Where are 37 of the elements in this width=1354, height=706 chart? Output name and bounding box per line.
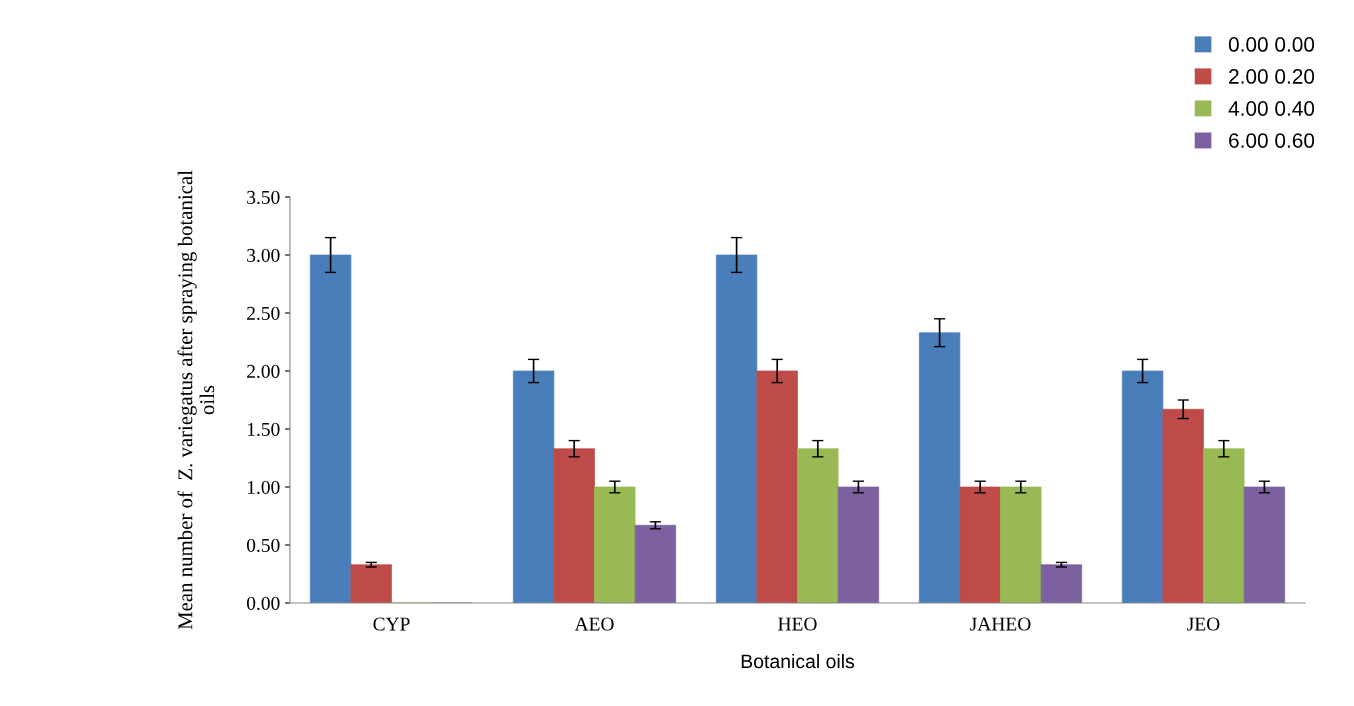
bar xyxy=(1243,486,1286,603)
x-tick-label: HEO xyxy=(778,617,817,631)
y-tick-label: 1.00 xyxy=(247,480,280,495)
y-tick-label: 3.00 xyxy=(247,248,280,263)
legend-label: 4.00 0.40 xyxy=(1228,101,1315,116)
bar xyxy=(309,254,352,603)
y-tick-label: 2.00 xyxy=(247,364,280,379)
bar xyxy=(1203,448,1245,603)
bar xyxy=(756,370,798,603)
bar xyxy=(959,486,1001,603)
y-tick-label: 0.50 xyxy=(246,538,280,553)
bar xyxy=(1121,370,1164,603)
bar xyxy=(350,564,392,603)
x-tick-label: JEO xyxy=(1187,617,1220,631)
bar xyxy=(715,254,758,603)
x-tick-label: AEO xyxy=(574,617,614,631)
bar xyxy=(837,486,880,603)
bar xyxy=(797,448,839,603)
bar xyxy=(1040,564,1083,603)
bar xyxy=(1162,408,1204,603)
y-tick-label: 2.50 xyxy=(247,306,280,321)
bar xyxy=(553,448,595,603)
legend-label: 6.00 0.60 xyxy=(1229,133,1315,148)
bar xyxy=(1000,486,1042,603)
bar xyxy=(594,486,636,603)
x-tick-label: CYP xyxy=(373,617,410,631)
x-axis-title: Botanical oils xyxy=(741,653,855,669)
legend-label: 2.00 0.20 xyxy=(1229,69,1315,84)
bar xyxy=(634,524,677,603)
y-axis-title: Mean number of Z. variegatus after spraying botanical oils xyxy=(177,170,215,630)
y-tick-label: 1.50 xyxy=(247,422,280,437)
y-tick-label: 3.50 xyxy=(247,190,280,205)
bar xyxy=(512,370,555,603)
bar xyxy=(918,332,961,603)
legend-label: 0.00 0.00 xyxy=(1228,37,1315,52)
x-tick-label: JAHEO xyxy=(970,617,1031,631)
y-tick-label: 0.00 xyxy=(246,596,280,611)
